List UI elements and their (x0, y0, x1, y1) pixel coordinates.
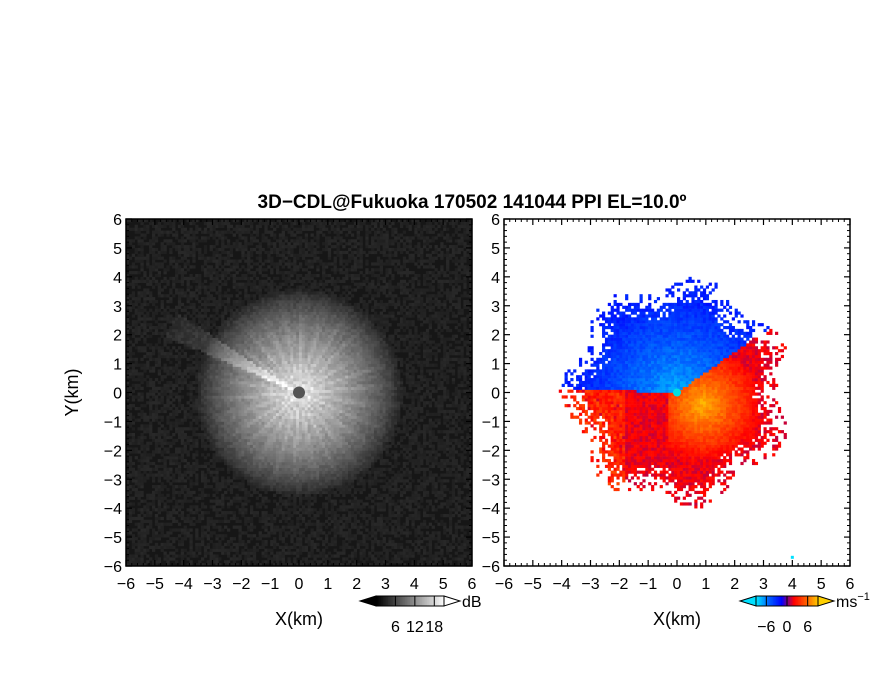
colorbar-unit: ms−1 (836, 591, 870, 611)
y-tick-label: 0 (491, 386, 500, 403)
panels: −6 −5 −4 −3 −2 −1 0 1 2 3 4 5 6−6−5−4−3−2−10123456X(… (62, 212, 870, 636)
x-tick-label: −4 (175, 576, 193, 593)
x-tick-label: −5 (146, 576, 164, 593)
x-tick-label: −5 (524, 576, 542, 593)
y-tick-label: 4 (113, 270, 122, 287)
y-tick-label: 1 (113, 357, 122, 374)
x-tick-label: −3 (203, 576, 221, 593)
colorbar-low-arrow (358, 595, 377, 607)
colorbar-tick-label: 6 (803, 619, 812, 636)
colorbar-tick-label: 12 (406, 619, 424, 636)
x-tick-label: −4 (553, 576, 571, 593)
x-tick-label: 1 (701, 576, 710, 593)
x-tick-label: 0 (673, 576, 682, 593)
doppler-velocity-panel: −6 −5 −4 −3 −2 −1 0 1 2 3 4 5 6 −6 −5 −4 −3 −2 −1 0 1 2 3 4 5 6 X(… (482, 212, 870, 636)
x-tick-label: 3 (759, 576, 768, 593)
y-axis-label: Y(km) (62, 369, 82, 417)
y-tick-label: −1 (104, 414, 122, 431)
colorbar: 6 12 18 dB (358, 594, 482, 636)
colorbar-tick-label: 0 (783, 619, 792, 636)
y-tick-label: 5 (491, 241, 500, 258)
y-tick-label: −3 (104, 472, 122, 489)
y-tick-label: −1 (482, 414, 500, 431)
x-tick-label: −2 (610, 576, 628, 593)
y-tick-label: −5 (482, 530, 500, 547)
y-tick-label: 0 (113, 386, 122, 403)
y-tick-label: 3 (491, 299, 500, 316)
y-tick-label: −2 (104, 443, 122, 460)
x-tick-label: 0 (295, 576, 304, 593)
x-tick-label: −1 (639, 576, 657, 593)
y-tick-label: 1 (491, 357, 500, 374)
x-tick-label: 6 (846, 576, 855, 593)
y-tick-label: 6 (491, 212, 500, 229)
colorbar-high-arrow (817, 595, 836, 607)
x-tick-label: 5 (439, 576, 448, 593)
x-tick-label: −6 (495, 576, 513, 593)
radar-site-marker (293, 386, 305, 399)
colorbar-tick-label: 18 (425, 619, 443, 636)
colorbar-low-arrow (738, 595, 757, 607)
y-tick-label: 2 (491, 328, 500, 345)
x-axis-label: X(km) (275, 609, 323, 629)
y-tick-label: −3 (482, 472, 500, 489)
x-tick-label: 2 (730, 576, 739, 593)
x-tick-label: 4 (788, 576, 797, 593)
y-tick-label: −6 (104, 559, 122, 576)
y-tick-label: −4 (482, 501, 500, 518)
x-tick-label: 3 (381, 576, 390, 593)
x-tick-label: 6 (468, 576, 477, 593)
colorbar-tick-label: 6 (391, 619, 400, 636)
y-tick-label: −6 (482, 559, 500, 576)
colorbar-unit: dB (462, 594, 482, 611)
x-tick-label: 5 (817, 576, 826, 593)
x-tick-label: −6 (117, 576, 135, 593)
y-tick-label: −5 (104, 530, 122, 547)
x-tick-label: 4 (410, 576, 419, 593)
figure-title: 3D−CDL@Fukuoka 170502 141044 PPI EL=10.0… (258, 192, 687, 213)
reflectivity-panel: −6 −5 −4 −3 −2 −1 0 1 2 3 4 5 6−6−5−4−3−2−10123456X(… (62, 212, 482, 636)
x-tick-label: 2 (352, 576, 361, 593)
y-tick-label: 4 (491, 270, 500, 287)
colorbar: −6 0 6 ms−1 (738, 591, 870, 636)
x-tick-label: −2 (232, 576, 250, 593)
y-tick-label: 3 (113, 299, 122, 316)
x-tick-label: −1 (261, 576, 279, 593)
doppler-velocity-field (504, 219, 850, 566)
x-axis-label: X(km) (653, 609, 701, 629)
x-tick-label: −3 (581, 576, 599, 593)
reflectivity-field (126, 219, 472, 566)
y-tick-label: −2 (482, 443, 500, 460)
colorbar-high-arrow (443, 595, 462, 607)
radar-site-marker (673, 388, 681, 397)
y-tick-label: −4 (104, 501, 122, 518)
y-tick-label: 2 (113, 328, 122, 345)
colorbar-tick-label: −6 (757, 619, 775, 636)
y-tick-label: 6 (113, 212, 122, 229)
y-tick-label: 5 (113, 241, 122, 258)
x-tick-label: 1 (323, 576, 332, 593)
outlier-point (790, 555, 794, 559)
